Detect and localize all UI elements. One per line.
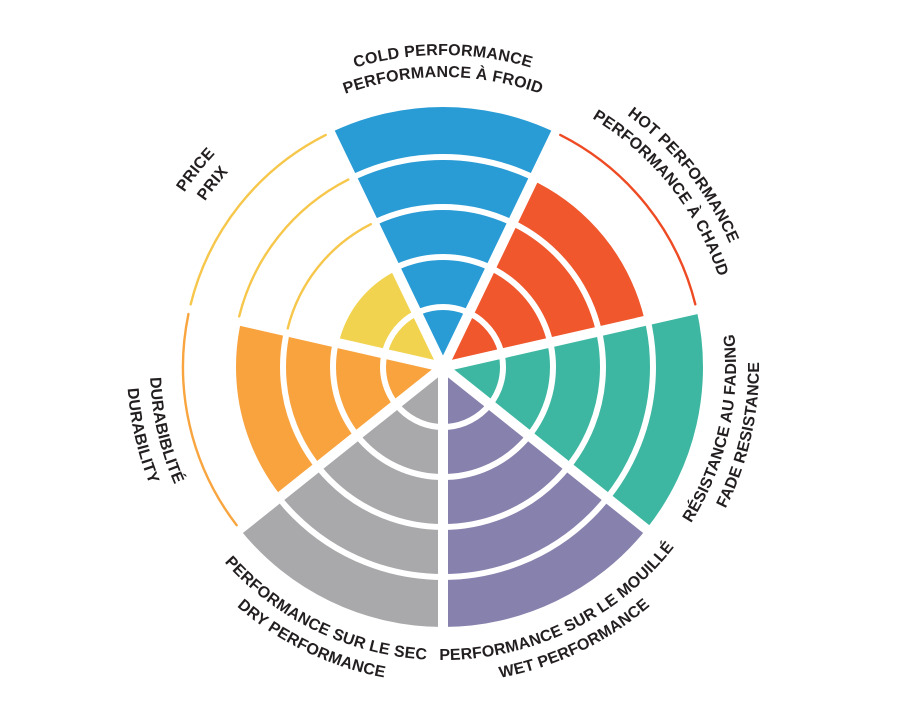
sector-divider	[185, 303, 445, 372]
wedge-dry-dry-performance	[239, 367, 443, 627]
wedges	[233, 107, 704, 627]
rating-arc-hot-level-5	[559, 133, 697, 306]
sector-divider	[324, 127, 448, 370]
sector-divider	[234, 363, 447, 535]
sector-divider	[439, 363, 652, 535]
wedge-cold-cold-performance	[330, 107, 556, 368]
rating-arc-price-level-5	[189, 133, 327, 306]
sector-divider	[438, 127, 562, 370]
unfilled-level-arcs	[181, 133, 697, 527]
sector-divider	[441, 303, 701, 372]
label-hot-en: HOT PERFORMANCE	[625, 105, 742, 246]
wedge-fade-fade-resistance	[443, 309, 704, 530]
rating-arc-durability-level-5	[181, 312, 238, 527]
wedge-wet-wet-performance	[443, 367, 647, 627]
rating-arc-price-level-3	[286, 223, 373, 330]
rating-arc-price-level-4	[238, 178, 350, 318]
sector-dividers	[185, 127, 701, 630]
label-cold-fr: PERFORMANCE À FROID	[341, 64, 545, 98]
